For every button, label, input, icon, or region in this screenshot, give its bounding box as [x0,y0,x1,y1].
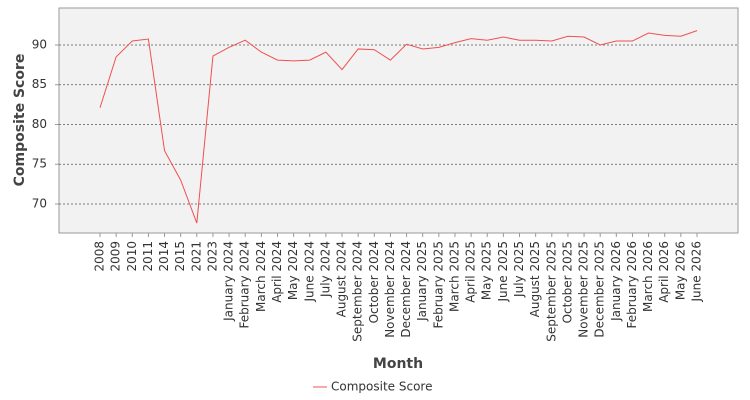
x-tick-label: 2009 [109,241,123,272]
x-tick-label: July 2025 [512,241,526,298]
x-tick-label: 2010 [125,241,139,272]
y-tick-label: 90 [32,37,47,51]
x-tick-label: March 2024 [254,241,268,312]
x-tick-label: 2023 [205,241,219,272]
x-tick-label: August 2025 [528,241,542,317]
x-tick-label: 2008 [93,241,107,272]
x-tick-label: July 2024 [318,241,332,298]
x-tick-label: February 2025 [431,241,445,329]
x-tick-label: September 2025 [544,241,558,342]
x-tick-label: 2021 [189,241,203,272]
x-tick-label: August 2024 [335,241,349,317]
y-tick-label: 80 [32,117,47,131]
data-line [99,30,698,224]
y-tick-label: 70 [32,196,47,210]
x-tick-label: March 2025 [447,241,461,312]
x-tick-label: March 2026 [641,241,655,312]
x-tick-label: 2015 [173,241,187,272]
x-tick-label: September 2024 [351,241,365,342]
x-tick-label: May 2026 [673,241,687,300]
x-tick-label: 2014 [157,241,171,272]
x-tick-label: January 2024 [222,241,236,322]
legend-label: Composite Score [331,380,432,394]
x-tick-label: 2011 [141,241,155,272]
y-tick-label: 85 [32,77,47,91]
y-tick-label: 75 [32,157,47,171]
x-tick-label: May 2025 [480,241,494,300]
x-tick-label: May 2024 [286,241,300,300]
x-tick-label: February 2024 [238,241,252,329]
x-tick-label: November 2024 [383,241,397,338]
x-tick-label: January 2025 [415,241,429,322]
x-tick-label: April 2024 [270,241,284,303]
x-tick-label: June 2025 [496,241,510,303]
y-axis-title: Composite Score [12,54,28,187]
x-tick-label: November 2025 [577,241,591,338]
x-axis-title: Month [373,356,423,372]
x-tick-label: October 2025 [560,241,574,323]
x-tick-label: April 2026 [657,241,671,303]
x-tick-label: June 2024 [302,241,316,303]
x-tick-label: June 2026 [690,241,704,303]
x-tick-label: December 2024 [399,241,413,338]
plot-area [58,7,739,234]
x-tick-label: January 2026 [609,241,623,322]
x-tick-label: April 2025 [464,241,478,303]
x-tick-label: December 2025 [593,241,607,338]
x-tick-label: October 2024 [367,241,381,323]
x-tick-label: February 2026 [625,241,639,329]
